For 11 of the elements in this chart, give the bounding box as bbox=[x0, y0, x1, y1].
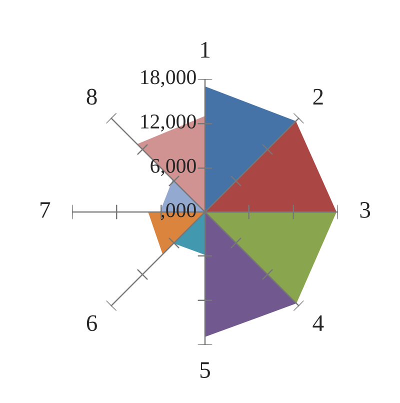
spoke-label: 6 bbox=[86, 315, 97, 332]
spoke-label: 1 bbox=[201, 42, 210, 58]
y-tick-label: 18,000 bbox=[141, 70, 196, 88]
spoke-label: 7 bbox=[40, 202, 50, 218]
spoke-label: 8 bbox=[86, 88, 97, 105]
y-tick-label: ,000 bbox=[161, 203, 196, 220]
y-tick-label: 12,000 bbox=[141, 114, 196, 132]
spoke-label: 3 bbox=[360, 202, 370, 218]
spoke-label: 2 bbox=[313, 88, 323, 104]
spoke-label: 5 bbox=[200, 362, 210, 378]
spoke-label: 4 bbox=[312, 315, 324, 331]
